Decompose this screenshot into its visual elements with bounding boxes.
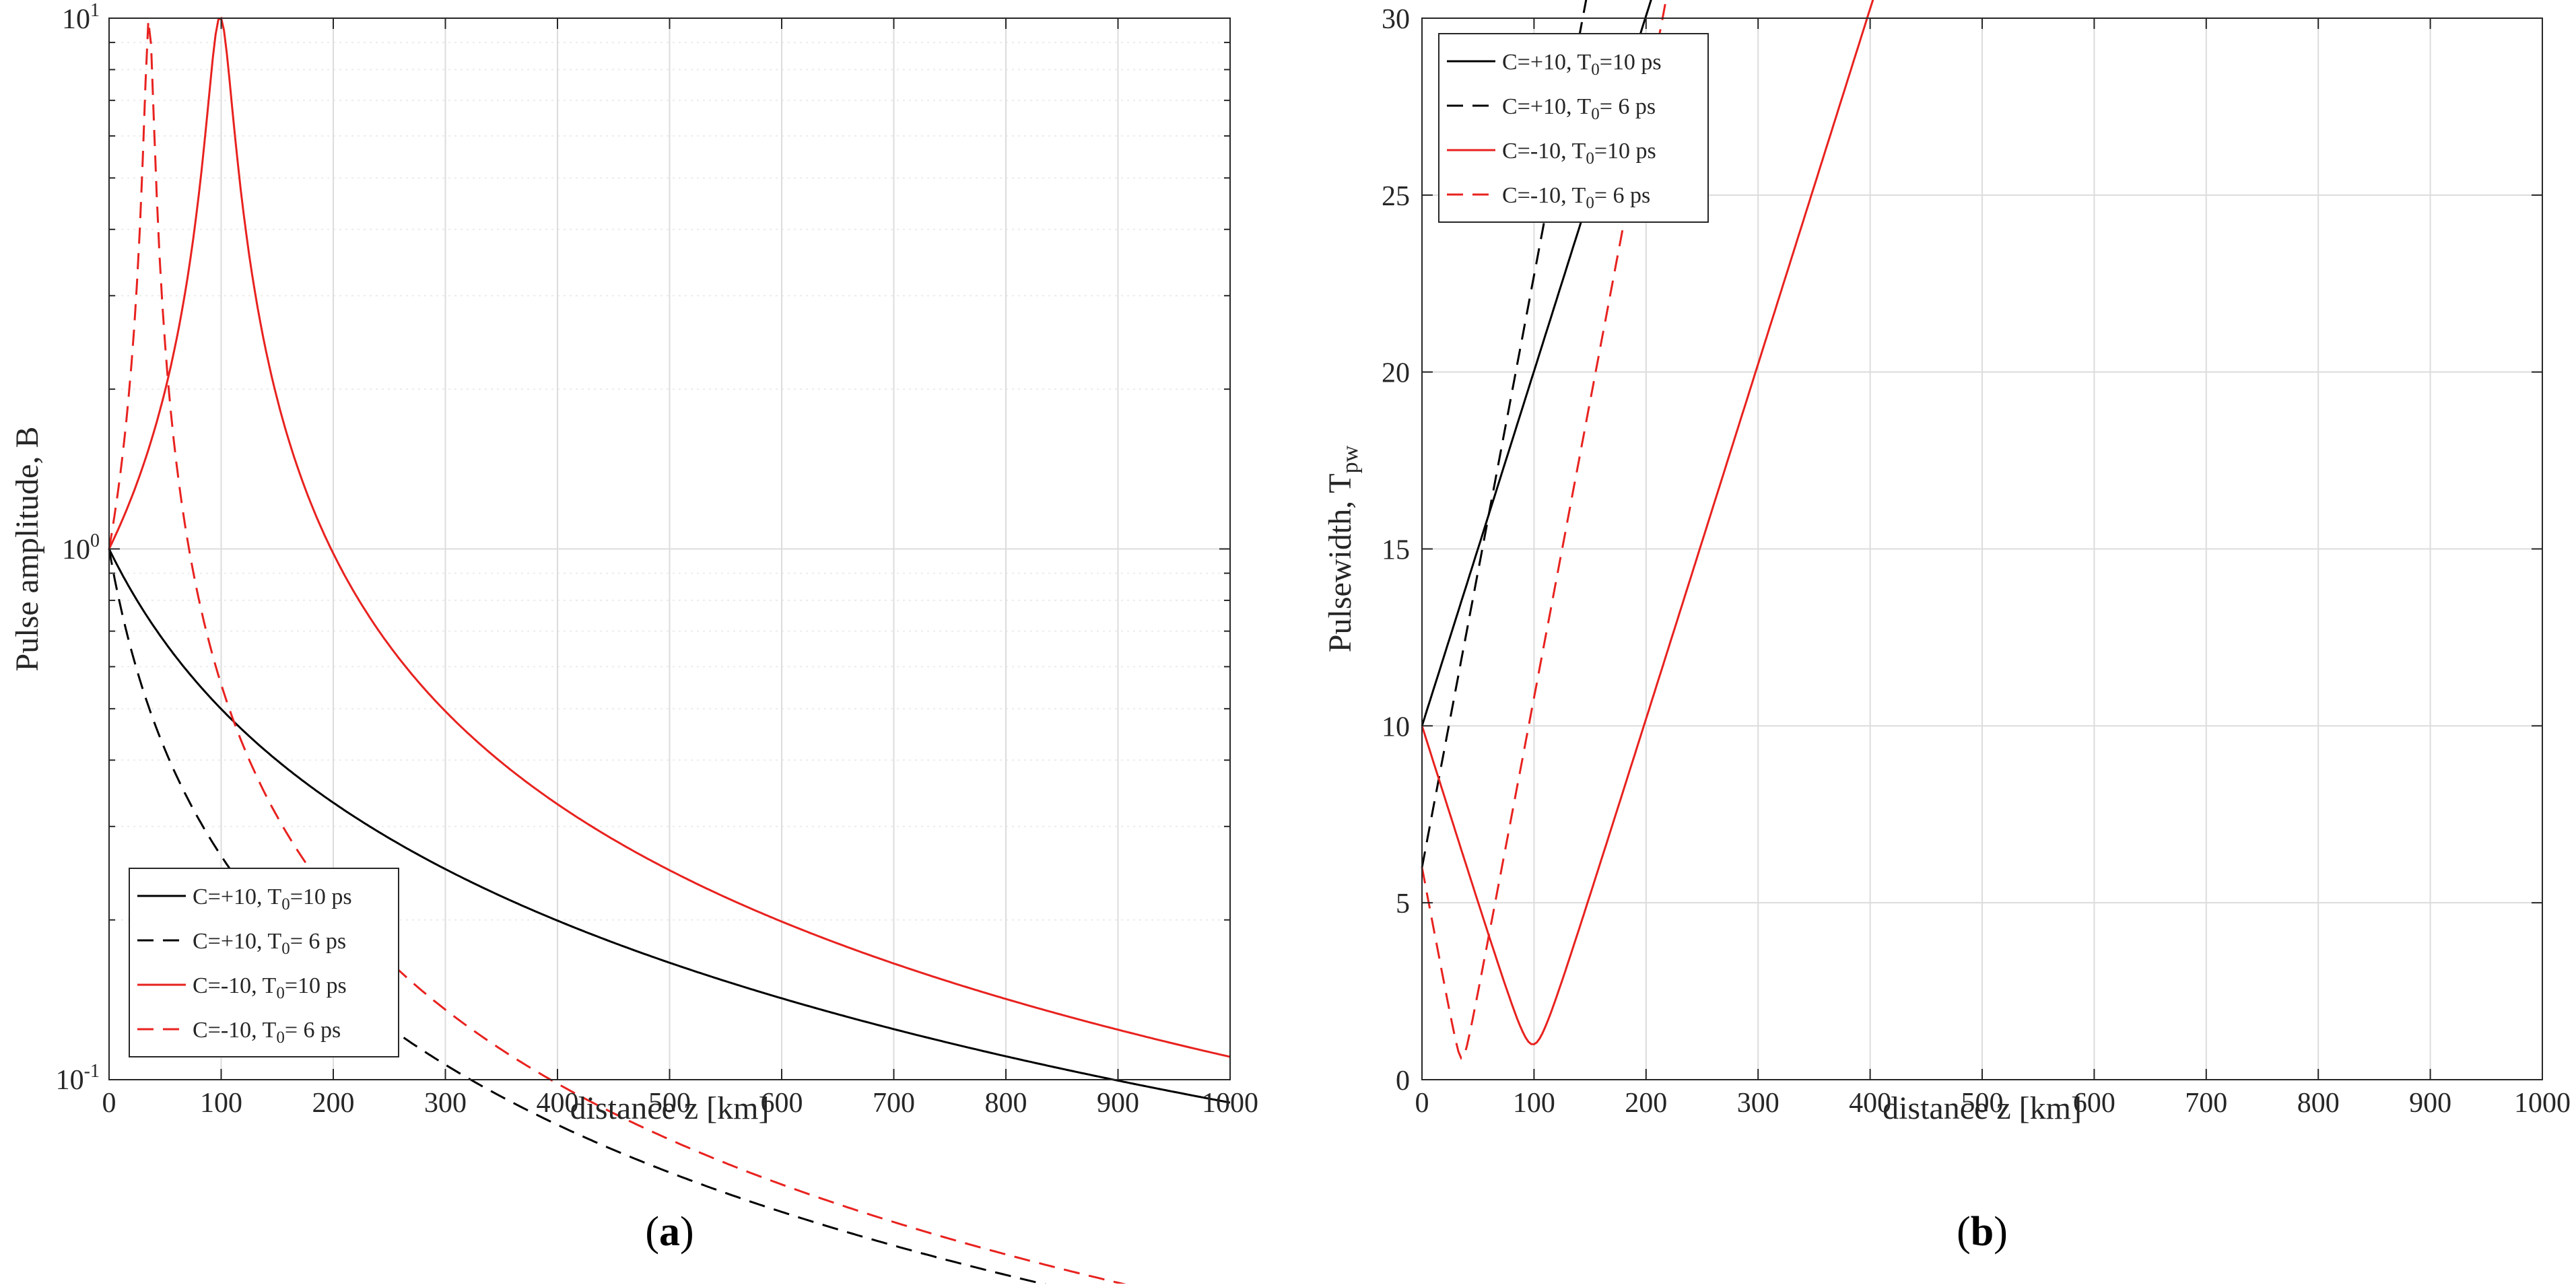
chart-a-legend: C=+10, T0=10 ps C=+10, T0= 6 ps C=-10, T… [129,868,399,1057]
chart-a-legend-label: C=-10, T0=10 ps [193,973,347,1002]
chart-b-xtick-label: 800 [2297,1088,2340,1119]
chart-a-series-line [108,548,1231,1104]
chart-a-legend-box [129,868,399,1057]
chart-b-ylabel-sub: pw [1338,445,1363,473]
chart-a-legend-label: C=+10, T0= 6 ps [193,929,346,958]
chart-b-xtick-label: 600 [2073,1088,2115,1119]
chart-a-ytick-base: 10 [56,1065,84,1096]
chart-a-xlabel: distance z [km] [570,1090,770,1126]
chart-a-xtick-label: 200 [312,1088,355,1119]
chart-a-ytick-base: 10 [62,534,90,565]
chart-b-ytick-label: 10 [1382,711,1410,742]
chart-b-legend-box [1438,33,1709,223]
chart-a-series-line [108,20,1141,1287]
chart-a-xtick-label: 100 [200,1088,242,1119]
chart-a-xtick-label: 0 [102,1088,116,1119]
chart-a-ytick-label: 100 [62,530,100,565]
chart-b-legend: C=+10, T0=10 ps C=+10, T0= 6 ps C=-10, T… [1438,33,1709,223]
chart-b-xtick-label: 300 [1737,1088,1780,1119]
chart-b-ytick-label: 30 [1382,4,1410,35]
chart-b-xtick-label: 500 [1961,1088,2004,1119]
chart-a-ylabel: Pulse amplitude, B [9,427,45,672]
chart-b-ylabel-main: Pulsewidth, T [1322,473,1358,652]
chart-a-xtick-label: 400 [537,1088,579,1119]
chart-b-xtick-label: 900 [2409,1088,2451,1119]
chart-a-grid [109,18,1230,1080]
chart-a-xtick-label: 500 [648,1088,691,1119]
chart-a-xtick-label: 300 [424,1088,467,1119]
chart-b-xtick-label: 700 [2185,1088,2227,1119]
chart-a: 0 100 200 300 400 500 600 700 800 900 1000 distanc… [9,0,1258,1287]
chart-b-legend-label: C=-10, T0= 6 ps [1502,183,1650,212]
chart-a-xtick-label: 600 [761,1088,803,1119]
panel-label-a: (a) [645,1209,693,1255]
chart-a-ytick-exp: 1 [90,0,100,21]
chart-b-series-line [1421,0,1874,1045]
chart-b-xtick-label: 400 [1849,1088,1891,1119]
chart-b-xtick-label: 100 [1513,1088,1555,1119]
chart-a-legend-label: C=+10, T0=10 ps [193,884,352,913]
chart-b-legend-label: C=-10, T0=10 ps [1502,139,1656,168]
chart-a-xtick-label: 700 [873,1088,915,1119]
chart-b-ytick-label: 5 [1396,889,1410,919]
chart-b-xtick-label: 0 [1415,1088,1429,1119]
chart-b-ylabel: Pulsewidth, Tpw [1322,445,1363,652]
chart-a-ytick-exp: 0 [90,530,100,551]
chart-b-xtick-label: 200 [1625,1088,1667,1119]
chart-b-legend-label: C=+10, T0= 6 ps [1502,94,1656,123]
chart-a-series-line [108,16,1231,1058]
chart-a-xtick-label: 800 [985,1088,1027,1119]
chart-b-ytick-label: 15 [1382,535,1410,566]
chart-b-ytick-label: 0 [1396,1066,1410,1097]
chart-b-legend-label: C=+10, T0=10 ps [1502,50,1662,79]
chart-b-ytick-label: 20 [1382,358,1410,389]
chart-a-ytick-base: 10 [62,4,90,35]
chart-a-ytick-exp: -1 [84,1061,100,1082]
chart-b-xtick-label: 1000 [2514,1088,2571,1119]
chart-a-xtick-label: 900 [1097,1088,1139,1119]
panel-label-b: (b) [1957,1209,2008,1255]
chart-a-ytick-label: 101 [62,0,100,35]
chart-a-legend-label: C=-10, T0= 6 ps [193,1018,341,1047]
chart-b-grid [1422,18,2542,1080]
chart-a-ticks: 0 100 200 300 400 500 600 700 800 900 1000 [102,18,1258,1119]
chart-a-ytick-label: 10-1 [56,1061,100,1096]
chart-b-ytick-label: 25 [1382,181,1410,212]
chart-a-xtick-label: 1000 [1202,1088,1258,1119]
chart-b-xlabel: distance z [km] [1883,1090,2082,1126]
